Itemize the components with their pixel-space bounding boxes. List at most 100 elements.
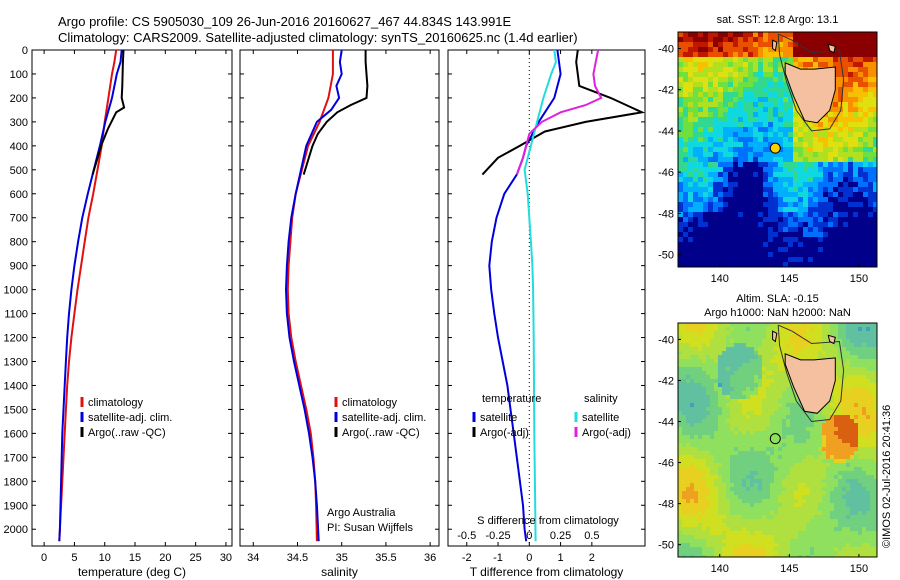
y-tick-label: 1200	[4, 333, 28, 345]
pi-note: Argo Australia	[327, 507, 396, 519]
x-tick-label: 35.5	[375, 552, 396, 564]
x-tick-label: 20	[159, 552, 171, 564]
legend-header-salinity: salinity	[584, 393, 618, 405]
x-tick-label: 25	[190, 552, 202, 564]
legend-entry: satellite-adj. clim.	[342, 412, 426, 424]
king-island	[772, 39, 778, 52]
x-tick-label: 1	[558, 552, 564, 564]
salinity-series-3	[302, 50, 369, 175]
x-tick-label: 36	[424, 552, 436, 564]
x-tick-label: 0	[526, 552, 532, 564]
y-tick-label: 700	[10, 213, 28, 225]
y-tick-label: 1000	[4, 285, 28, 297]
lat-tick-label: -40	[658, 334, 674, 346]
y-tick-label: 1100	[4, 309, 28, 321]
y-tick-label: 400	[10, 141, 28, 153]
x-tick-label: 10	[99, 552, 111, 564]
lon-tick-label: 150	[850, 563, 868, 575]
legend-entry: satellite	[582, 412, 619, 424]
y-tick-label: 1800	[4, 476, 28, 488]
x-tick-label: -1	[493, 552, 503, 564]
y-tick-label: 100	[10, 69, 28, 81]
x-tick-label: 5	[71, 552, 77, 564]
sla-map-field	[678, 323, 877, 557]
y-tick-label: 2000	[4, 524, 28, 536]
x-tick-label: 35	[336, 552, 348, 564]
s-tick-label: -0.25	[485, 530, 510, 542]
s-tick-label: 0.5	[584, 530, 599, 542]
difference-xlabel: T difference from climatology	[470, 565, 624, 579]
lon-tick-label: 145	[780, 273, 798, 285]
y-tick-label: 1700	[4, 452, 28, 464]
difference-plot: -2 -1 0 1 2T difference from climatology temp…	[447, 49, 646, 579]
difference-series-4	[515, 49, 603, 175]
bathymetry-contour	[777, 324, 845, 423]
salinity-plot: 34 34.5 35 35.5 36 salinity climatology satelli…	[239, 49, 440, 579]
lon-tick-label: 150	[850, 273, 868, 285]
flinders-island	[827, 334, 836, 345]
x-tick-label: 30	[220, 552, 232, 564]
legend-entry: Argo(..raw -QC)	[88, 427, 166, 439]
x-tick-label: 34	[247, 552, 259, 564]
difference-series-2	[481, 49, 646, 176]
argo-float-marker	[769, 142, 781, 154]
y-tick-label: 0	[22, 45, 28, 57]
legend-entry: satellite	[480, 412, 517, 424]
lat-tick-label: -42	[658, 375, 674, 387]
lat-tick-label: -44	[658, 417, 674, 429]
s-tick-label: -0.5	[457, 530, 476, 542]
legend-header-temperature: temperature	[482, 393, 541, 405]
difference-series-1	[488, 49, 562, 542]
salinity-series-2	[284, 49, 343, 542]
y-tick-label: 1300	[4, 356, 28, 368]
y-tick-label: 300	[10, 117, 28, 129]
x-tick-label: 34.5	[287, 552, 308, 564]
sla-map-frame	[677, 322, 878, 558]
sla-map: -40 -42 -44 -46 -48 -50 140 145 150 Altim. SLA: -…	[658, 293, 878, 575]
s-tick-label: 0	[526, 530, 532, 542]
lat-tick-label: -44	[658, 126, 674, 138]
temperature-series-3	[91, 49, 126, 175]
x-tick-label: 0	[41, 552, 47, 564]
sst-map: -40 -42 -44 -46 -48 -50 140 145 150 sat. SST: 12.…	[658, 14, 878, 285]
bathymetry-contour	[777, 33, 845, 132]
x-tick-label: -2	[462, 552, 472, 564]
legend-entry: Argo(-adj)	[480, 427, 529, 439]
flinders-island	[827, 43, 836, 54]
salinity-axes-box	[239, 49, 440, 547]
difference-axes-box	[447, 49, 646, 547]
lat-tick-label: -40	[658, 43, 674, 55]
sst-map-frame	[677, 31, 878, 268]
sst-map-title: sat. SST: 12.8 Argo: 13.1	[717, 14, 839, 26]
difference-series-3	[523, 49, 557, 542]
lon-tick-label: 140	[711, 563, 729, 575]
temperature-axes-box	[31, 49, 233, 547]
y-tick-label: 1400	[4, 380, 28, 392]
header-line-2: Climatology: CARS2009. Satellite-adjuste…	[58, 30, 578, 45]
pi-note: PI: Susan Wijffels	[327, 522, 413, 534]
y-tick-label: 600	[10, 189, 28, 201]
sla-map-subtitle: Argo h1000: NaN h2000: NaN	[704, 307, 851, 319]
lat-tick-label: -42	[658, 85, 674, 97]
legend-entry: climatology	[342, 397, 398, 409]
legend-entry: satellite-adj. clim.	[88, 412, 172, 424]
x-tick-label: 15	[129, 552, 141, 564]
tasmania-land	[784, 62, 836, 124]
temperature-series-2	[58, 49, 123, 542]
x-tick-label: 2	[589, 552, 595, 564]
legend-entry: climatology	[88, 397, 144, 409]
imos-stamp: ©IMOS 02-Jul-2016 20:41:36	[881, 405, 893, 548]
lat-tick-label: -46	[658, 458, 674, 470]
header-line-1: Argo profile: CS 5905030_109 26-Jun-2016…	[58, 14, 512, 29]
lon-tick-label: 140	[711, 273, 729, 285]
sla-map-title: Altim. SLA: -0.15	[736, 293, 819, 305]
s-tick-label: 0.25	[550, 530, 571, 542]
legend-entry: Argo(..raw -QC)	[342, 427, 420, 439]
temperature-xlabel: temperature (deg C)	[78, 565, 186, 579]
y-tick-label: 1600	[4, 428, 28, 440]
salinity-xlabel: salinity	[321, 565, 358, 579]
argo-float-marker	[769, 433, 781, 445]
s-diff-label: S difference from climatology	[477, 515, 619, 527]
y-tick-label: 1900	[4, 500, 28, 512]
